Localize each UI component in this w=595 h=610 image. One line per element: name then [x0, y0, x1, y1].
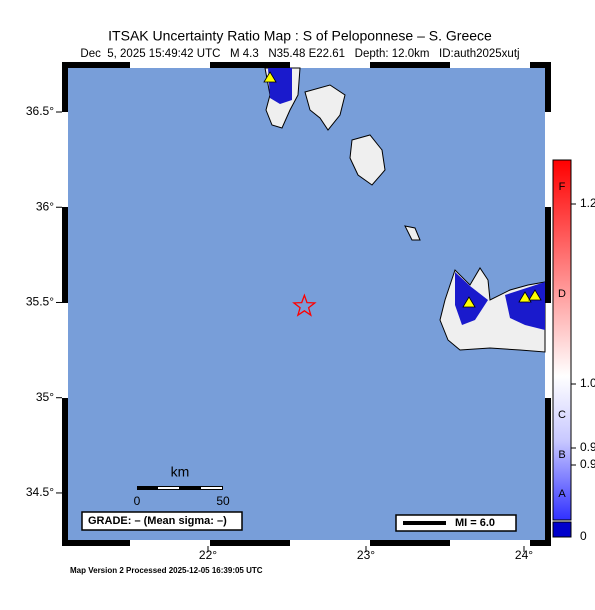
scale-label: 50	[216, 494, 230, 508]
colorbar-label: 1.0	[580, 376, 595, 390]
frame-stripe	[62, 303, 68, 398]
colorbar-zero	[552, 521, 572, 538]
lon-label: 22°	[199, 548, 217, 562]
scale-bar	[137, 486, 223, 490]
scale-bar	[201, 487, 222, 489]
lon-label: 23°	[357, 548, 375, 562]
grade-box	[81, 511, 243, 531]
station	[462, 296, 476, 308]
frame-stripe	[450, 62, 530, 68]
frame-stripe	[290, 62, 370, 68]
lat-label: 36.5°	[26, 104, 54, 118]
uncertainty-patch	[455, 272, 488, 325]
frame-stripe	[130, 540, 210, 546]
grade-letter: C	[558, 409, 566, 421]
land-peninsula	[304, 84, 346, 131]
title: ITSAK Uncertainty Ratio Map : S of Pelop…	[108, 28, 492, 44]
scale-bar	[158, 487, 179, 489]
station	[528, 289, 542, 301]
station	[263, 71, 277, 83]
subtitle: Dec 5, 2025 15:49:42 UTC M 4.3 N35.48 E2…	[80, 48, 519, 60]
epicenter	[292, 293, 317, 317]
station	[518, 291, 532, 303]
lat-label: 36°	[36, 199, 54, 213]
lat-label: 35°	[36, 390, 54, 404]
frame-stripe	[62, 112, 68, 207]
scale-label: 0	[134, 494, 141, 508]
scale-title: km	[171, 464, 190, 480]
frame-stripe	[130, 62, 210, 68]
frame-stripe	[450, 540, 530, 546]
colorbar-label: 0.9	[580, 457, 595, 471]
frame-stripe	[545, 112, 551, 207]
colorbar	[552, 159, 572, 521]
lon-label: 24°	[515, 548, 533, 562]
lat-label: 34.5°	[26, 485, 54, 499]
grade-letter: B	[558, 449, 565, 461]
grade-text: GRADE: – (Mean sigma: –)	[88, 515, 227, 527]
legend-text: MI = 6.0	[455, 517, 495, 529]
grade-letter: A	[558, 488, 566, 500]
colorbar-zero-label: 0	[580, 529, 587, 543]
land-island	[404, 225, 421, 241]
colorbar-label: 0.9	[580, 440, 595, 454]
land-island	[349, 134, 386, 186]
uncertainty-patch	[268, 68, 292, 104]
frame-stripe	[290, 540, 370, 546]
frame-stripe	[545, 303, 551, 398]
lat-label: 35.5°	[26, 295, 54, 309]
legend-box	[395, 514, 517, 532]
grade-letter: F	[559, 181, 566, 193]
footer: Map Version 2 Processed 2025-12-05 16:39…	[70, 566, 263, 575]
grade-letter: D	[558, 288, 566, 300]
colorbar-label: 1.2	[580, 196, 595, 210]
